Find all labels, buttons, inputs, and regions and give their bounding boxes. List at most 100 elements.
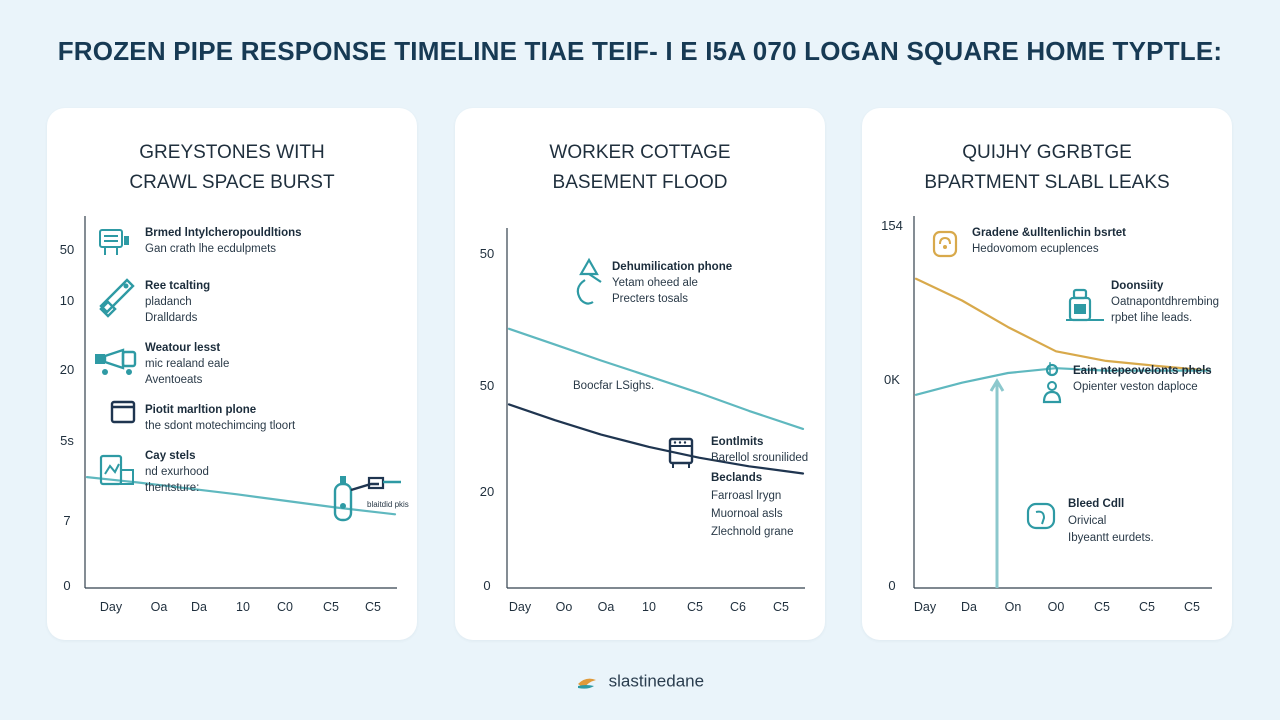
x-tick-label: Oa: [151, 600, 168, 614]
annotation: Brmed lntylcheropouldltions Gan crath lh…: [145, 225, 302, 257]
annotation-text: Yetam oheed ale: [612, 277, 698, 289]
annotation: Beclands Farroasl lrygn Muornoal asls Zl…: [711, 469, 793, 541]
annotation-text: Hedovomom ecuplences: [972, 243, 1099, 255]
line-chart: 50 10 20 5s 7 0 Day Oa Da 10 C0 C5 C5: [60, 216, 397, 614]
annotation-title: Gradene &ulltenlichin bsrtet: [972, 227, 1126, 239]
chart-title-line-2: BPARTMENT SLABL LEAKS: [924, 172, 1170, 193]
y-tick-label: 50: [480, 246, 494, 261]
x-tick-label: C5: [1184, 600, 1200, 614]
pump-icon: [95, 348, 137, 375]
chart-card-apartment-slab: QUIJHY GGRBTGE BPARTMENT SLABL LEAKS 154…: [862, 108, 1232, 640]
y-tick-label: 10: [60, 293, 74, 308]
annotation: Weatour lesst mic realand eale Aventoeat…: [145, 340, 229, 388]
annotation: Doonsiity Oatnapontdhrembing rpbet lihe …: [1111, 278, 1219, 326]
annotation-text: Oatnapontdhrembing: [1111, 296, 1220, 308]
annotation-text: Orivical: [1068, 515, 1107, 527]
wrench-icon: [99, 278, 135, 318]
y-tick-label: 0: [888, 578, 895, 593]
annotation-title: Doonsiity: [1111, 280, 1164, 292]
chart-title-line-1: GREYSTONES WITH: [139, 142, 325, 163]
annotation-text: Ibyeantt eurdets.: [1068, 532, 1154, 544]
y-tick-label: 50: [480, 378, 494, 393]
y-tick-label: 50: [60, 242, 74, 257]
y-tick-label: 0: [483, 578, 490, 593]
y-tick-label: 7: [63, 513, 70, 528]
box-icon: [110, 400, 136, 424]
annotation-text: nd exurhood: [145, 466, 209, 478]
series-line-0: [914, 277, 1212, 372]
chart-title: QUIJHY GGRBTGE BPARTMENT SLABL LEAKS: [862, 138, 1232, 198]
x-tick-label: Day: [509, 600, 532, 614]
x-tick-label: Day: [100, 600, 123, 614]
x-tick-label: Oo: [556, 600, 573, 614]
series-line-0: [507, 327, 805, 430]
chart-title-line-1: WORKER COTTAGE: [549, 142, 731, 163]
annotation-title: Piotit marltion plone: [145, 404, 257, 416]
chart-card-greystones: GREYSTONES WITH CRAWL SPACE BURST 50 10 20…: [47, 108, 417, 640]
annotation-text: Dralldards: [145, 312, 198, 324]
annotation-text: Opienter veston daploce: [1073, 381, 1198, 393]
clipboard-icon: [99, 454, 134, 486]
y-tick-label: 5s: [60, 433, 74, 448]
x-tick-label: C5: [1094, 600, 1110, 614]
annotation: Eontlmits Barellol srounilided: [711, 434, 808, 466]
x-tick-label: C6: [730, 600, 746, 614]
x-tick-label: Da: [191, 600, 207, 614]
annotation-title: Beclands: [711, 472, 763, 484]
y-tick-label: 20: [60, 362, 74, 377]
x-tick-label: Day: [914, 600, 937, 614]
annotation: Boocfar LSighs.: [573, 378, 654, 394]
annotation: blaitdid pkis: [367, 500, 409, 510]
annotation-text: Boocfar LSighs.: [573, 380, 655, 392]
annotation: Eain ntepeovelonts phels Opienter veston…: [1073, 363, 1212, 395]
x-tick-label: On: [1005, 600, 1022, 614]
annotation-text: Precters tosals: [612, 293, 689, 305]
annotation: Gradene &ulltenlichin bsrtet Hedovomom e…: [972, 225, 1126, 257]
line-chart: 50 50 20 0 Day Oo Oa 10 C5 C6 C5: [480, 228, 805, 614]
x-tick-label: 10: [642, 600, 656, 614]
chart-title-line-2: BASEMENT FLOOD: [552, 172, 728, 193]
y-tick-label: 0K: [884, 372, 900, 387]
brand-logo-icon: [577, 678, 596, 689]
x-tick-label: 10: [236, 600, 250, 614]
marker-arrow: [989, 378, 1005, 392]
y-tick-label: 20: [480, 484, 494, 499]
dehumidifier-icon: [576, 257, 602, 305]
series-line-1: [507, 403, 805, 475]
annotation-title: Eain ntepeovelonts phels: [1073, 365, 1212, 377]
annotation-text: Muornoal asls: [711, 508, 783, 520]
chart-card-worker-cottage: WORKER COTTAGE BASEMENT FLOOD 50 50 20 0 Day…: [455, 108, 825, 640]
equipment-icon: [99, 229, 129, 255]
annotation-title: Brmed lntylcheropouldltions: [145, 227, 302, 239]
annotation: Piotit marltion plone the sdont motechim…: [145, 402, 295, 434]
annotation-text: Zlechnold grane: [711, 526, 794, 538]
x-tick-label: C0: [277, 600, 293, 614]
annotation-text: rpbet lihe leads.: [1111, 312, 1193, 324]
chat-icon: [1026, 502, 1056, 530]
footer: slastinedane: [0, 671, 1280, 692]
annotation-text: thentsture:: [145, 482, 200, 494]
x-tick-label: C5: [687, 600, 703, 614]
x-tick-label: C5: [323, 600, 339, 614]
annotation-title: Eontlmits: [711, 436, 764, 448]
annotation-title: Dehumilication phone: [612, 261, 733, 273]
annotation-text: Farroasl lrygn: [711, 490, 782, 502]
annotation: Bleed Cdll Orivical Ibyeantt eurdets.: [1068, 496, 1154, 547]
annotation: Cay stels nd exurhood thentsture:: [145, 448, 209, 496]
annotation: Ree tcalting pladanch Dralldards: [145, 278, 210, 326]
chart-title: GREYSTONES WITH CRAWL SPACE BURST: [47, 138, 417, 198]
chart-title-line-2: CRAWL SPACE BURST: [129, 172, 335, 193]
annotation-text: the sdont motechimcing tloort: [145, 420, 296, 432]
chart-title: WORKER COTTAGE BASEMENT FLOOD: [455, 138, 825, 198]
spray-icon: [1066, 288, 1104, 322]
annotation-text: blaitdid pkis: [367, 500, 409, 509]
person-icon: [1042, 363, 1062, 404]
valve-icon: [333, 476, 401, 522]
annotation-text: mic realand eale: [145, 358, 230, 370]
lock-icon: [932, 230, 958, 258]
series-line-0: [85, 476, 397, 516]
cabinet-icon: [668, 437, 694, 468]
y-tick-label: 0: [63, 578, 70, 593]
brand-name: slastinedane: [608, 671, 705, 691]
annotation: Dehumilication phone Yetam oheed ale Pre…: [612, 259, 732, 307]
